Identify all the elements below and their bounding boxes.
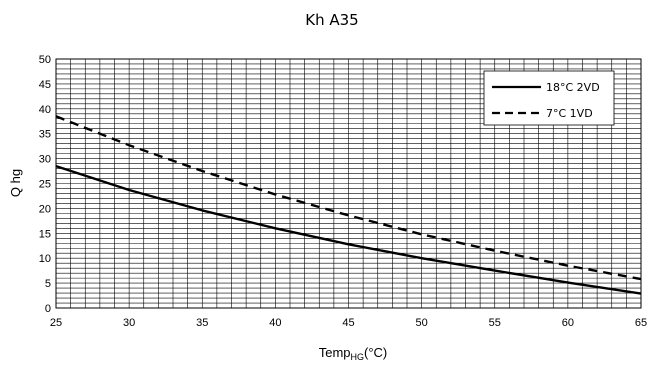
x-axis-label: TempHG(°C) (319, 345, 388, 362)
x-tick-label: 35 (196, 317, 208, 329)
y-tick-label: 30 (39, 154, 51, 166)
x-tick-label: 45 (342, 317, 354, 329)
x-axis-label-main: Temp (319, 345, 351, 360)
legend-label-series-2: 7°C 1VD (546, 107, 593, 120)
x-tick-label: 50 (416, 317, 428, 329)
minor-gridlines (55, 58, 642, 309)
y-tick-label: 10 (39, 253, 51, 265)
plot-area-frame (55, 58, 642, 309)
x-tick-label: 30 (123, 317, 135, 329)
x-tick-label: 65 (635, 317, 647, 329)
y-tick-label: 45 (39, 79, 51, 91)
y-tick-label: 25 (39, 179, 51, 191)
x-tick-label: 60 (562, 317, 574, 329)
y-tick-label: 50 (39, 54, 51, 66)
series-line-1 (55, 164, 642, 295)
x-axis-label-subscript: HG (351, 352, 365, 362)
y-tick-label: 15 (39, 228, 51, 240)
y-tick-label: 0 (45, 303, 51, 315)
legend: 18°C 2VD 7°C 1VD (483, 70, 615, 126)
y-tick-label: 5 (45, 278, 51, 290)
x-axis-label-unit: (°C) (364, 345, 387, 360)
x-axis-tick-labels: 25 30 35 40 45 50 55 60 65 (50, 317, 647, 329)
legend-label-series-1: 18°C 2VD (546, 81, 600, 94)
y-tick-label: 35 (39, 129, 51, 141)
y-tick-label: 20 (39, 203, 51, 215)
y-axis-tick-labels: 0 5 10 15 20 25 30 35 40 45 50 (39, 54, 51, 315)
x-tick-label: 25 (50, 317, 62, 329)
x-tick-label: 55 (489, 317, 501, 329)
x-tick-label: 40 (269, 317, 281, 329)
y-tick-label: 40 (39, 104, 51, 116)
series-lines (55, 115, 642, 295)
legend-box (483, 70, 615, 126)
chart-title: Kh A35 (305, 11, 358, 29)
y-axis-label: Q hg (8, 169, 23, 197)
